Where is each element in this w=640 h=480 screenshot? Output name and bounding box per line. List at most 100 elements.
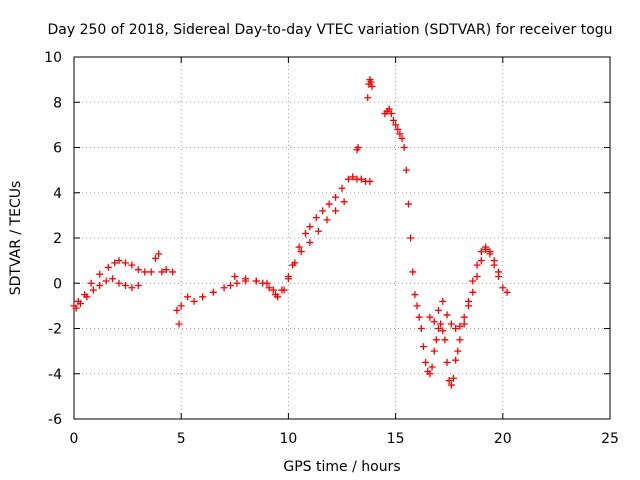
data-point <box>302 229 310 237</box>
x-axis-tick-labels: 0 5 10 15 20 25 <box>70 431 619 447</box>
data-point <box>443 358 451 366</box>
data-point <box>151 254 159 262</box>
data-point <box>76 300 84 308</box>
data-point <box>175 320 183 328</box>
data-point <box>87 279 95 287</box>
data-point <box>428 363 436 371</box>
data-point <box>111 259 119 267</box>
y-tick-label: 2 <box>53 231 62 247</box>
data-point <box>398 134 406 142</box>
y-tick-label: 6 <box>53 141 62 157</box>
data-point <box>449 374 457 382</box>
data-point <box>306 223 314 231</box>
y-tick-label: 8 <box>53 95 62 111</box>
data-point <box>357 175 365 183</box>
y-tick-label: -4 <box>48 367 62 383</box>
data-point <box>252 277 260 285</box>
x-tick-label: 5 <box>177 431 186 447</box>
data-point <box>323 216 331 224</box>
data-point <box>402 166 410 174</box>
data-point <box>392 121 400 129</box>
data-point <box>115 257 123 265</box>
data-point <box>190 297 198 305</box>
data-point <box>385 105 393 113</box>
data-point <box>443 311 451 319</box>
x-tick-label: 25 <box>601 431 619 447</box>
data-point <box>89 286 97 294</box>
data-point <box>269 286 277 294</box>
data-point <box>368 82 376 90</box>
data-point <box>278 286 286 294</box>
data-point <box>434 306 442 314</box>
data-point <box>291 259 299 267</box>
data-point <box>344 175 352 183</box>
data-point <box>411 291 419 299</box>
y-tick-label: 0 <box>53 276 62 292</box>
data-point <box>173 306 181 314</box>
data-point <box>220 284 228 292</box>
data-point <box>415 313 423 321</box>
data-point <box>404 200 412 208</box>
data-point <box>332 207 340 215</box>
data-point <box>233 279 241 287</box>
data-point <box>121 259 129 267</box>
grid-lines <box>74 57 610 419</box>
data-point <box>452 356 460 364</box>
data-point <box>452 325 460 332</box>
data-point <box>400 144 408 151</box>
data-point <box>464 302 472 310</box>
data-point <box>499 284 507 292</box>
data-point <box>417 325 425 332</box>
data-point <box>312 214 320 222</box>
data-point <box>434 325 442 332</box>
data-point <box>83 293 91 301</box>
data-point <box>426 370 434 378</box>
x-tick-label: 10 <box>279 431 297 447</box>
data-point <box>477 257 485 265</box>
data-point <box>128 284 136 292</box>
data-point <box>272 291 280 299</box>
data-point <box>340 198 348 206</box>
data-point <box>367 78 375 86</box>
data-point <box>454 347 462 355</box>
data-point <box>96 270 104 278</box>
data-point <box>242 275 250 283</box>
data-point <box>265 284 273 292</box>
data-point <box>419 343 427 351</box>
y-tick-label: 4 <box>53 186 62 202</box>
y-axis-label: SDTVAR / TECUs <box>8 181 24 296</box>
x-tick-label: 15 <box>387 431 405 447</box>
data-point <box>306 239 314 247</box>
data-point <box>473 261 481 269</box>
data-point <box>177 302 185 310</box>
data-point <box>297 248 305 256</box>
data-point <box>338 184 346 192</box>
data-point <box>422 358 430 366</box>
data-point <box>184 293 192 301</box>
data-point <box>460 320 468 328</box>
data-point <box>495 268 503 276</box>
data-point <box>141 268 149 276</box>
y-tick-label: -2 <box>48 322 62 338</box>
data-point <box>409 268 417 276</box>
data-point <box>231 272 239 280</box>
data-point <box>426 313 434 321</box>
data-point <box>469 288 477 296</box>
data-point <box>447 381 455 389</box>
data-point <box>199 293 207 301</box>
x-axis-label: GPS time / hours <box>283 459 400 475</box>
data-point <box>354 144 362 151</box>
x-tick-label: 0 <box>70 431 79 447</box>
data-point <box>169 268 177 276</box>
data-point <box>439 327 447 335</box>
data-point <box>325 200 333 208</box>
data-point <box>134 266 142 274</box>
data-point <box>314 227 322 235</box>
data-point <box>209 288 217 296</box>
data-point <box>432 336 440 344</box>
data-point <box>477 248 485 256</box>
data-point <box>469 277 477 285</box>
y-axis-tick-labels: -6 -4 -2 0 2 4 6 8 10 <box>44 50 62 428</box>
data-point <box>456 322 464 330</box>
